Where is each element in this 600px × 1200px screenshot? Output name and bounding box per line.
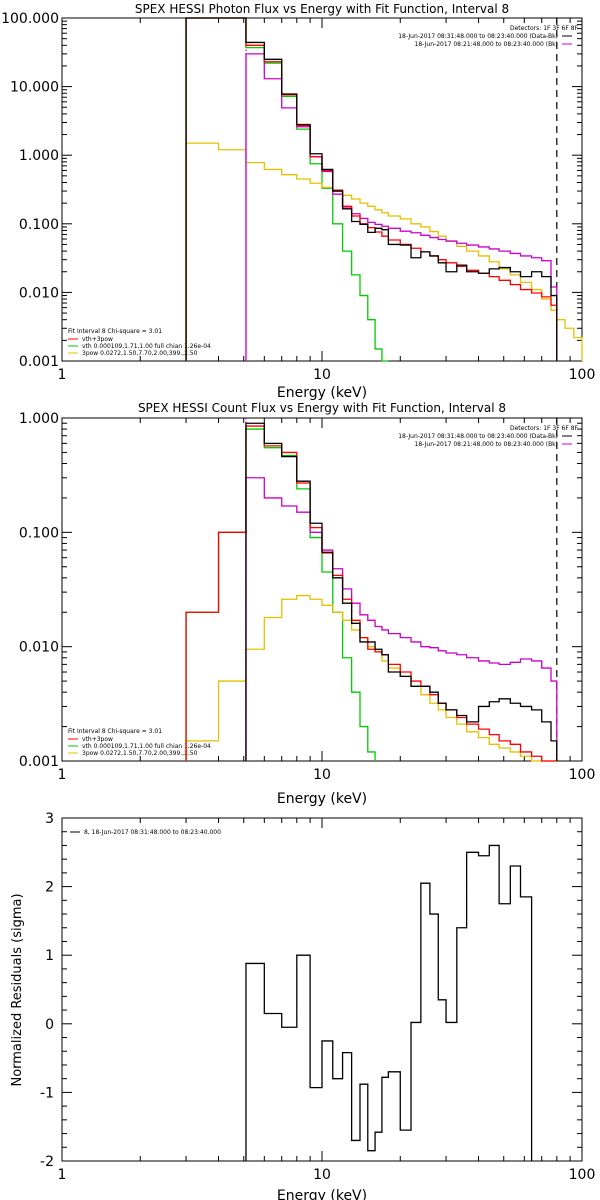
count-flux-xlabel: Energy (keV) xyxy=(277,791,367,807)
count-flux-y-tick-label: 0.010 xyxy=(19,640,59,656)
photon-flux-detectors: Detectors: 1F 3F 6F 8F xyxy=(510,25,579,32)
residuals-x-tick-label: 100 xyxy=(569,1167,596,1183)
photon-flux-legend-data: 18-Jun-2017 08:31:48.000 to 08:23:40.000… xyxy=(398,33,558,40)
photon-flux-legend-right: 18-Jun-2017 08:31:48.000 to 08:23:40.000… xyxy=(398,33,572,48)
photon-flux-x-tick-label: 1 xyxy=(58,367,67,383)
photon-flux-x-tick-label: 10 xyxy=(313,367,331,383)
photon-flux-y-tick-label: 0.100 xyxy=(19,217,59,233)
photon-flux-legend-left: Fit Interval 8 Chi-square = 3.01 vth+3po… xyxy=(68,328,211,357)
residuals-y-tick-label: 3 xyxy=(45,811,54,827)
count-flux-series-vth-3pow xyxy=(185,425,557,762)
count-flux-legend-total: vth+3pow xyxy=(82,736,113,743)
photon-flux-legend-vth: vth 0.000109,1.71,1.00 full chian 1.26e-… xyxy=(82,343,211,350)
residuals-legend: 8, 18-Jun-2017 08:31:48.000 to 08:23:40.… xyxy=(70,829,221,836)
count-flux-y-tick-label: 0.100 xyxy=(19,525,59,541)
count-flux-x-tick-label: 100 xyxy=(569,767,596,783)
count-flux-legend-data: 18-Jun-2017 08:31:48.000 to 08:23:40.000… xyxy=(398,433,558,440)
count-flux-x-tick-label: 10 xyxy=(313,767,331,783)
count-flux-y-tick-label: 1.000 xyxy=(19,411,59,427)
photon-flux-series-vth xyxy=(185,17,389,362)
photon-flux-title: SPEX HESSI Photon Flux vs Energy with Fi… xyxy=(135,2,509,16)
residuals-plot-frame xyxy=(61,817,583,1162)
residuals-y-tick-label: 2 xyxy=(45,880,54,896)
photon-flux-xlabel: Energy (keV) xyxy=(277,385,367,401)
photon-flux-y-tick-label: 10.000 xyxy=(10,80,59,96)
count-flux-y-tick-label: 0.001 xyxy=(19,754,59,770)
count-flux-panel: SPEX HESSI Count Flux vs Energy with Fit… xyxy=(61,401,583,807)
photon-flux-x-tick-label: 100 xyxy=(569,367,596,383)
count-flux-plot-frame xyxy=(61,417,583,762)
residuals-x-tick-label: 1 xyxy=(58,1167,67,1183)
residuals-y-tick-label: 1 xyxy=(45,948,54,964)
photon-flux-series-vth-3pow xyxy=(185,17,558,361)
photon-flux-legend-fit-interval: Fit Interval 8 Chi-square = 3.01 xyxy=(68,328,162,335)
photon-flux-y-tick-label: 0.010 xyxy=(19,285,59,301)
count-flux-legend-bk: 18-Jun-2017 08:21:48.000 to 08:23:40.000… xyxy=(415,441,558,448)
count-flux-legend-vth: vth 0.000109,1.71,1.00 full chian 1.26e-… xyxy=(82,743,211,750)
count-flux-legend-right: 18-Jun-2017 08:31:48.000 to 08:23:40.000… xyxy=(398,433,572,448)
photon-flux-plot-frame xyxy=(61,17,583,362)
plot-layer: 1 10 1000.0010.0100.1001.00010.000100.0001… xyxy=(1,11,595,1183)
residuals-y-tick-label: 0 xyxy=(45,1017,54,1033)
photon-flux-series-3pow xyxy=(185,142,583,361)
photon-flux-y-tick-label: 0.001 xyxy=(19,354,59,370)
count-flux-series--data-bk- xyxy=(245,422,558,761)
residuals-xlabel: Energy (keV) xyxy=(277,1188,367,1200)
residuals-panel: 8, 18-Jun-2017 08:31:48.000 to 08:23:40.… xyxy=(10,817,583,1200)
photon-flux-legend-3pow: 3pow 0.0272,1.50,7.70,2.00,399.,2.50 xyxy=(82,350,198,357)
count-flux-series-vth xyxy=(185,428,376,761)
residuals-x-tick-label: 10 xyxy=(313,1167,331,1183)
residuals-y-tick-label: -1 xyxy=(40,1085,54,1101)
photon-flux-panel: SPEX HESSI Photon Flux vs Energy with Fi… xyxy=(61,2,583,401)
count-flux-title: SPEX HESSI Count Flux vs Energy with Fit… xyxy=(138,401,506,415)
count-flux-legend-fit-interval: Fit Interval 8 Chi-square = 3.01 xyxy=(68,728,162,735)
residuals-y-tick-label: -2 xyxy=(40,1154,54,1170)
residuals-series-8 xyxy=(245,844,533,1161)
count-flux-detectors: Detectors: 1F 3F 6F 8F xyxy=(510,425,579,432)
photon-flux-series--bk- xyxy=(245,53,558,361)
count-flux-legend-3pow: 3pow 0.0272,1.50,7.70,2.00,399.,2.50 xyxy=(82,750,198,757)
photon-flux-y-tick-label: 100.000 xyxy=(1,11,59,27)
photon-flux-legend-total: vth+3pow xyxy=(82,336,113,343)
residuals-ylabel: Normalized Residuals (sigma) xyxy=(10,893,25,1086)
photon-flux-legend-bk: 18-Jun-2017 08:21:48.000 to 08:23:40.000… xyxy=(415,41,558,48)
count-flux-series--bk- xyxy=(245,477,558,761)
photon-flux-series--data-bk- xyxy=(185,17,558,361)
count-flux-legend-left: Fit Interval 8 Chi-square = 3.01 vth+3po… xyxy=(68,728,211,757)
residuals-legend-text: 8, 18-Jun-2017 08:31:48.000 to 08:23:40.… xyxy=(84,829,221,836)
count-flux-x-tick-label: 1 xyxy=(58,767,67,783)
photon-flux-y-tick-label: 1.000 xyxy=(19,148,59,164)
